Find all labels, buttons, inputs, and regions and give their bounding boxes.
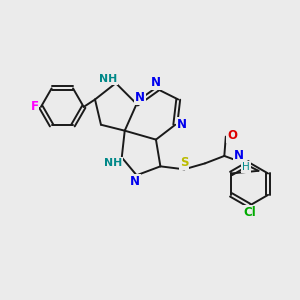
Text: N: N [177,118,187,131]
Text: F: F [30,100,38,113]
Text: N: N [130,175,140,188]
Text: Cl: Cl [243,206,256,219]
Text: N: N [151,76,161,89]
Text: NH: NH [104,158,123,168]
Text: N: N [234,149,244,162]
Text: O: O [227,129,237,142]
Text: H: H [242,162,250,172]
Text: N: N [135,91,145,104]
Text: S: S [180,156,188,169]
Text: NH: NH [99,74,118,84]
